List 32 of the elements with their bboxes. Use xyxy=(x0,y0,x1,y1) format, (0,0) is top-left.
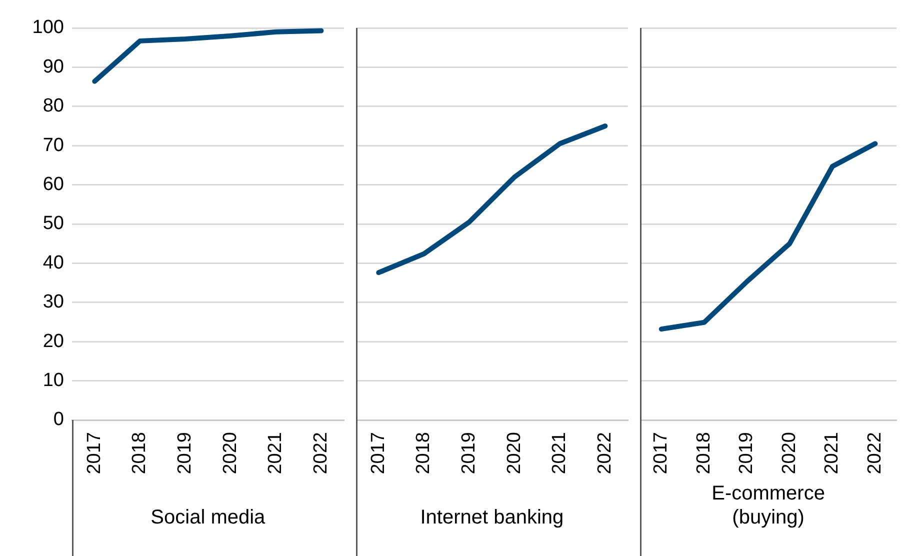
x-tick-label: 2019 xyxy=(736,432,758,474)
x-tick-label: 2017 xyxy=(84,432,105,474)
y-tick-label: 30 xyxy=(42,292,64,313)
x-axis-title: Internet banking xyxy=(420,506,564,529)
y-tick-label: 0 xyxy=(53,409,64,430)
x-tick-label: 2022 xyxy=(310,432,332,474)
x-tick-label: 2020 xyxy=(778,432,800,474)
y-tick-label: 50 xyxy=(42,213,64,234)
x-tick-label: 2022 xyxy=(594,432,616,474)
x-tick-label: 2018 xyxy=(413,432,434,474)
x-tick-label: 2020 xyxy=(504,432,525,474)
y-tick-label: 80 xyxy=(42,96,64,117)
x-tick-label: 2019 xyxy=(458,432,480,474)
x-tick-label: 2020 xyxy=(220,432,241,474)
y-tick-label: 100 xyxy=(32,17,64,38)
x-tick-label: 2017 xyxy=(368,432,389,474)
x-tick-label: 2022 xyxy=(864,432,886,474)
x-axis-title: Social media xyxy=(150,506,266,529)
x-tick-label: 2018 xyxy=(129,432,150,474)
y-tick-label: 20 xyxy=(42,330,64,352)
y-tick-label: 10 xyxy=(42,370,64,392)
x-tick-label: 2021 xyxy=(822,432,843,474)
x-tick-label: 2021 xyxy=(265,432,286,474)
x-tick-label: 2017 xyxy=(650,432,672,474)
x-tick-label: 2019 xyxy=(174,432,196,474)
y-tick-label: 70 xyxy=(42,134,64,156)
y-tick-label: 60 xyxy=(42,174,64,196)
y-tick-label: 40 xyxy=(42,252,64,274)
x-axis-title: E-commerce (buying) xyxy=(712,482,825,529)
x-tick-label: 2018 xyxy=(693,432,714,474)
x-tick-label: 2021 xyxy=(549,432,570,474)
y-tick-label: 90 xyxy=(42,56,64,78)
